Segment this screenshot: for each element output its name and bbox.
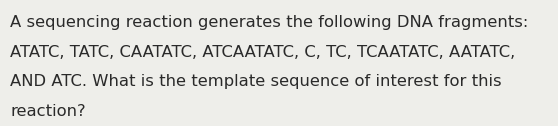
Text: ATATC, TATC, CAATATC, ATCAATATC, C, TC, TCAATATC, AATATC,: ATATC, TATC, CAATATC, ATCAATATC, C, TC, … <box>10 45 515 60</box>
Text: reaction?: reaction? <box>10 104 86 119</box>
Text: A sequencing reaction generates the following DNA fragments:: A sequencing reaction generates the foll… <box>10 15 528 30</box>
Text: AND ATC. What is the template sequence of interest for this: AND ATC. What is the template sequence o… <box>10 74 502 89</box>
